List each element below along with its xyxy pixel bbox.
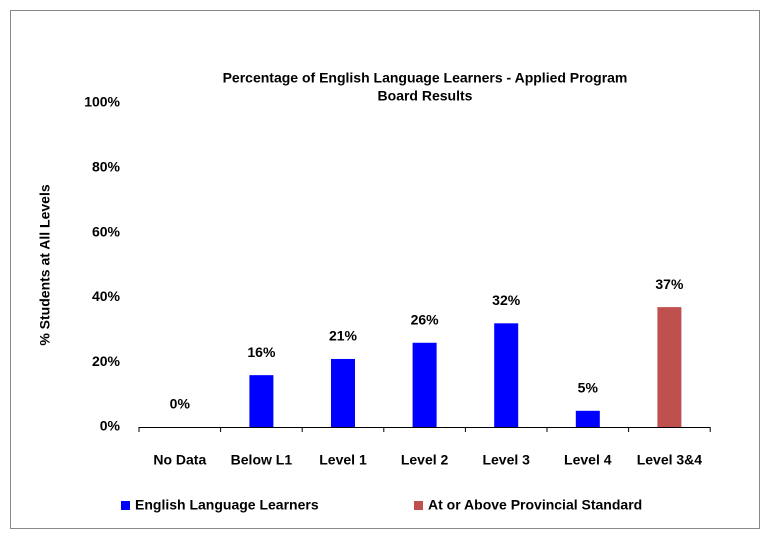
bar (249, 375, 274, 427)
bar (494, 323, 519, 427)
legend-swatch (121, 501, 130, 510)
legend-swatch (414, 501, 423, 510)
y-axis-label: % Students at All Levels (37, 184, 53, 346)
chart-title: Percentage of English Language Learners … (223, 70, 628, 86)
y-tick-label: 20% (92, 353, 121, 369)
bar (412, 342, 437, 427)
data-label: 26% (411, 311, 440, 327)
chart-subtitle: Board Results (378, 88, 473, 104)
y-tick-label: 60% (92, 223, 121, 239)
data-label: 16% (247, 344, 276, 360)
data-label: 5% (578, 380, 599, 396)
x-tick-label: Level 3 (482, 452, 530, 468)
data-label: 37% (655, 276, 684, 292)
bar (575, 410, 600, 427)
y-tick-label: 0% (100, 418, 121, 434)
data-label: 32% (492, 292, 521, 308)
x-tick-label: Below L1 (231, 452, 293, 468)
x-tick-label: No Data (153, 452, 206, 468)
legend-label: English Language Learners (135, 497, 319, 513)
x-tick-label: Level 2 (401, 452, 449, 468)
y-tick-label: 80% (92, 159, 121, 175)
y-tick-label: 40% (92, 288, 121, 304)
data-label: 0% (170, 396, 191, 412)
data-label: 21% (329, 328, 358, 344)
x-tick-label: Level 4 (564, 452, 612, 468)
bar (657, 307, 682, 427)
y-tick-label: 100% (84, 94, 120, 110)
legend-label: At or Above Provincial Standard (428, 497, 642, 513)
chart-frame (10, 10, 760, 529)
x-tick-label: Level 3&4 (637, 452, 703, 468)
bar (331, 358, 355, 427)
x-tick-label: Level 1 (319, 452, 367, 468)
